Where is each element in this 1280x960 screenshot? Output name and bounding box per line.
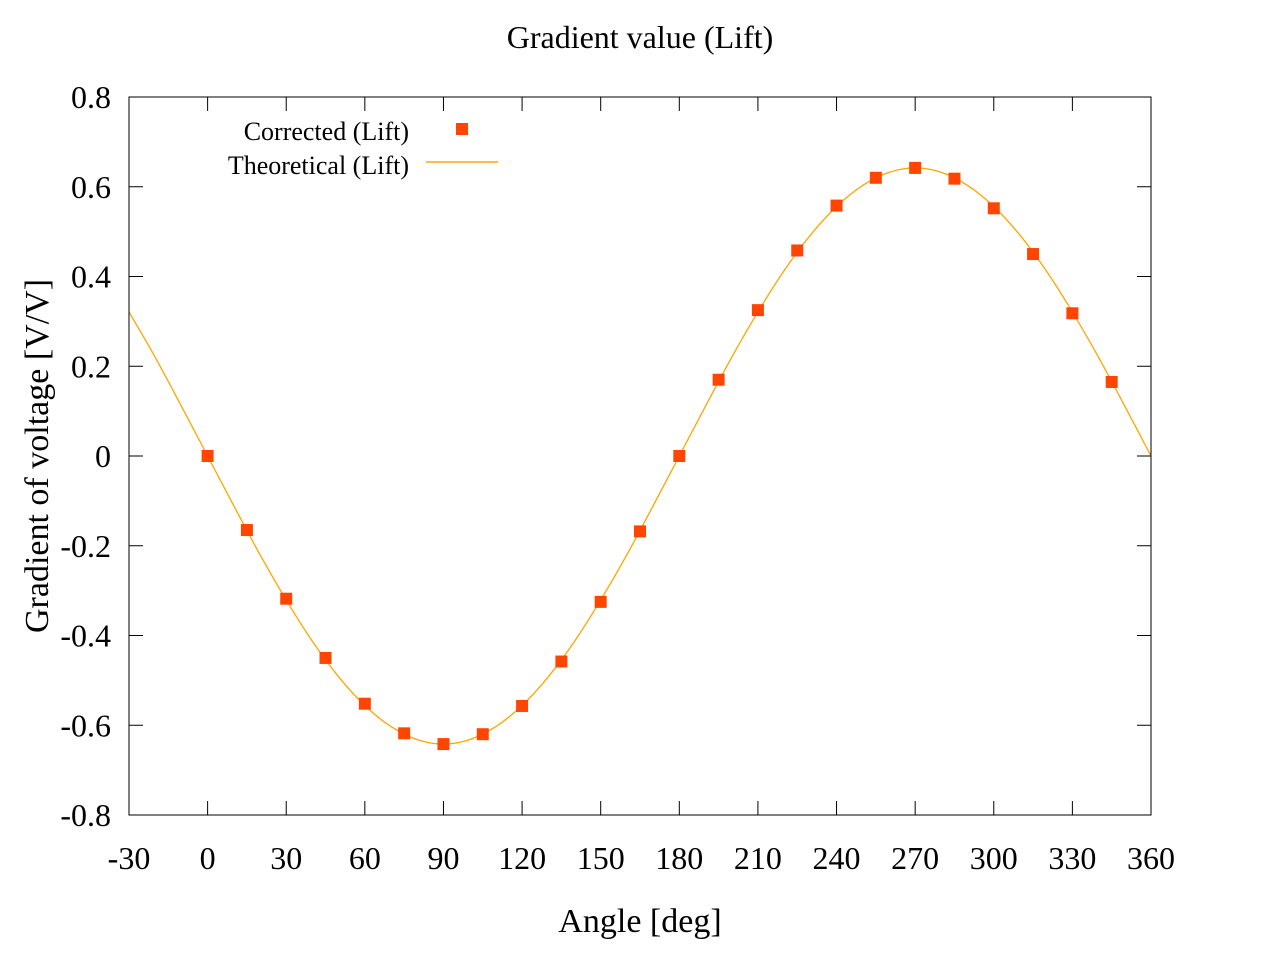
x-tick-label: 0 [200, 840, 216, 876]
x-tick-label: 210 [734, 840, 782, 876]
y-tick-label: 0.6 [71, 169, 111, 205]
y-tick-label: -0.2 [60, 528, 111, 564]
data-point-corrected [594, 595, 607, 608]
data-point-corrected [476, 728, 489, 741]
data-point-corrected [830, 199, 843, 212]
data-point-corrected [751, 304, 764, 317]
data-point-corrected [791, 244, 804, 257]
y-tick-label: -0.4 [60, 618, 111, 654]
x-tick-label: 270 [891, 840, 939, 876]
points-layer [201, 161, 1118, 751]
x-tick-label: 120 [498, 840, 546, 876]
y-tick-label: 0.8 [71, 79, 111, 115]
y-tick-label: 0 [95, 438, 111, 474]
x-tick-label: 30 [270, 840, 302, 876]
data-point-corrected [1105, 375, 1118, 388]
y-tick-label: 0.4 [71, 259, 111, 295]
y-tick-label: -0.6 [60, 707, 111, 743]
x-tick-label: 60 [349, 840, 381, 876]
data-point-corrected [358, 697, 371, 710]
data-point-corrected [909, 161, 922, 174]
x-tick-label: 300 [970, 840, 1018, 876]
legend-label-theoretical: Theoretical (Lift) [228, 151, 409, 180]
data-point-corrected [240, 524, 253, 537]
x-axis-title: Angle [deg] [558, 903, 721, 940]
data-point-corrected [555, 655, 568, 668]
data-point-corrected [948, 172, 961, 185]
data-point-corrected [319, 651, 332, 664]
plot-frame [128, 96, 1152, 816]
chart-title: Gradient value (Lift) [507, 19, 774, 55]
x-tick-label: 90 [427, 840, 459, 876]
data-point-corrected [869, 171, 882, 184]
data-point-corrected [516, 699, 529, 712]
x-tick-label: -30 [108, 840, 151, 876]
data-point-corrected [712, 373, 725, 386]
data-point-corrected [437, 738, 450, 751]
data-point-corrected [1066, 307, 1079, 320]
data-point-corrected [634, 525, 646, 538]
legend-marker-corrected [456, 123, 468, 135]
y-axis-title: Gradient of voltage [V/V] [19, 279, 56, 633]
data-point-corrected [987, 202, 1000, 215]
x-tick-label: 360 [1127, 840, 1175, 876]
data-point-corrected [673, 450, 686, 462]
data-point-corrected [280, 592, 293, 605]
y-tick-label: -0.8 [60, 797, 111, 833]
data-point-corrected [201, 450, 214, 462]
y-tick-label: 0.2 [71, 348, 111, 384]
x-tick-label: 180 [655, 840, 703, 876]
data-point-corrected [1027, 248, 1040, 261]
ticks-layer: -30 0 30 60 90 120 150 180 210 240 270 300 330 360 -0.… [60, 79, 1175, 876]
data-point-corrected [398, 727, 411, 740]
x-tick-label: 330 [1048, 840, 1096, 876]
legend: Corrected (Lift) Theoretical (Lift) [228, 117, 498, 180]
series-line-theoretical [128, 167, 1152, 745]
x-tick-label: 150 [577, 840, 625, 876]
x-tick-label: 240 [813, 840, 861, 876]
legend-label-corrected: Corrected (Lift) [244, 117, 409, 146]
line-layer [128, 167, 1152, 745]
